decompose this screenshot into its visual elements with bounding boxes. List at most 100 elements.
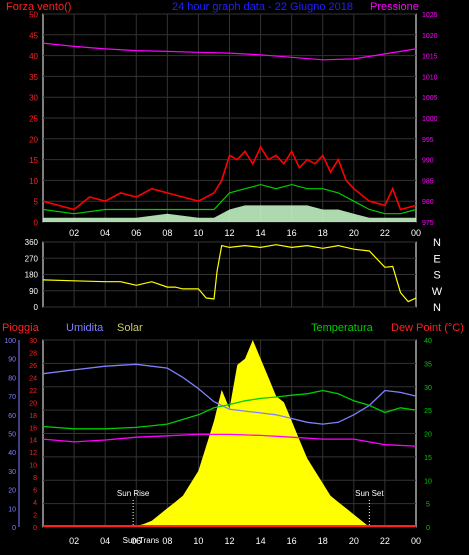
- temperature-tick-label: 30: [424, 385, 432, 392]
- x-tick-label: 00: [411, 228, 421, 238]
- x-tick-label: 14: [256, 228, 266, 238]
- x-tick-label: 06: [131, 536, 141, 546]
- sun-annotation: Sun Trans: [123, 536, 159, 545]
- rain-axis-title: Pioggia: [2, 322, 40, 334]
- rain-tick-label: 8: [33, 475, 37, 482]
- temperature-tick-label: 0: [426, 525, 430, 532]
- temperature-tick-label: 20: [424, 432, 432, 439]
- pressure-tick-label: 1015: [422, 54, 438, 61]
- gust-fill-area: [43, 205, 416, 222]
- humidity-tick-label: 10: [8, 506, 16, 513]
- x-tick-label: 20: [349, 228, 359, 238]
- x-tick-label: 16: [287, 536, 297, 546]
- series-line-forza-vento: [42, 145, 417, 211]
- compass-label: W: [432, 286, 443, 298]
- direction-tick-label: 0: [34, 303, 39, 312]
- humidity-tick-label: 0: [12, 525, 16, 532]
- series-line-pressione: [42, 42, 417, 61]
- pressure-tick-label: 985: [422, 178, 434, 185]
- humidity-line: [42, 363, 417, 425]
- x-tick-label: 00: [411, 536, 421, 546]
- wind-axis-title: Forza vento(): [6, 1, 71, 13]
- compass-label: E: [433, 253, 440, 265]
- wind-tick-label: 20: [29, 135, 38, 144]
- series-line-wind-1: [42, 183, 417, 215]
- rain-tick-label: 6: [33, 488, 37, 495]
- x-tick-label: 22: [380, 228, 390, 238]
- x-tick-label: 10: [193, 536, 203, 546]
- rain-tick-label: 4: [33, 500, 37, 507]
- compass-label: N: [433, 237, 441, 249]
- rain-tick-label: 14: [29, 438, 37, 445]
- humidity-tick-label: 70: [8, 394, 16, 401]
- pressure-tick-label: 995: [422, 137, 434, 144]
- pressure-tick-label: 1020: [422, 33, 438, 40]
- x-tick-label: 06: [131, 228, 141, 238]
- direction-tick-label: 180: [25, 271, 39, 280]
- humidity-tick-label: 50: [8, 432, 16, 439]
- temperature-tick-label: 25: [424, 408, 432, 415]
- x-tick-label: 12: [224, 536, 234, 546]
- x-tick-label: 18: [318, 536, 328, 546]
- solar-area: [133, 340, 370, 527]
- temperature-line: [42, 389, 417, 430]
- temperature-tick-label: 35: [424, 361, 432, 368]
- x-tick-label: 16: [287, 228, 297, 238]
- temperature-tick-label: 15: [424, 455, 432, 462]
- rain-tick-label: 16: [29, 425, 37, 432]
- humidity-tick-label: 60: [8, 413, 16, 420]
- pressure-tick-label: 990: [422, 158, 434, 165]
- pressure-tick-label: 1005: [422, 95, 438, 102]
- wind-tick-label: 50: [29, 11, 38, 20]
- pressure-axis-title: Pressione: [370, 1, 419, 13]
- x-tick-label: 02: [69, 536, 79, 546]
- x-tick-label: 12: [224, 228, 234, 238]
- x-tick-label: 04: [100, 536, 110, 546]
- rain-tick-label: 26: [29, 363, 37, 370]
- compass-label: S: [433, 270, 440, 282]
- temperature-tick-label: 40: [424, 338, 432, 345]
- humidity-tick-label: 80: [8, 375, 16, 382]
- sun-annotation: Sun Set: [355, 489, 384, 498]
- rain-tick-label: 20: [29, 400, 37, 407]
- wind-tick-label: 30: [29, 94, 38, 103]
- x-tick-label: 08: [162, 228, 172, 238]
- temperature-axis-title: Temperatura: [311, 322, 374, 334]
- wind-tick-label: 35: [29, 73, 38, 82]
- wind-tick-label: 45: [29, 31, 38, 40]
- rain-tick-label: 24: [29, 375, 37, 382]
- solar-axis-title: Solar: [117, 322, 143, 334]
- x-tick-label: 18: [318, 228, 328, 238]
- wind-tick-label: 0: [34, 219, 39, 228]
- humidity-axis-title: Umidita: [66, 322, 104, 334]
- humidity-tick-label: 30: [8, 469, 16, 476]
- rain-tick-label: 0: [33, 525, 37, 532]
- rain-tick-label: 30: [29, 338, 37, 345]
- rain-tick-label: 28: [29, 350, 37, 357]
- pressure-tick-label: 1000: [422, 116, 438, 123]
- x-tick-label: 08: [162, 536, 172, 546]
- temperature-tick-label: 5: [426, 502, 430, 509]
- x-tick-label: 20: [349, 536, 359, 546]
- sun-annotation: Sun Rise: [117, 489, 150, 498]
- humidity-tick-label: 20: [8, 488, 16, 495]
- dewpoint-line: [42, 433, 417, 447]
- x-tick-label: 14: [256, 536, 266, 546]
- wind-tick-label: 10: [29, 177, 38, 186]
- pressure-tick-label: 1025: [422, 12, 438, 19]
- direction-tick-label: 270: [25, 254, 39, 263]
- humidity-tick-label: 40: [8, 450, 16, 457]
- pressure-tick-label: 1010: [422, 74, 438, 81]
- humidity-tick-label: 100: [4, 338, 16, 345]
- temperature-tick-label: 10: [424, 478, 432, 485]
- rain-tick-label: 2: [33, 513, 37, 520]
- humidity-tick-label: 90: [8, 357, 16, 364]
- x-tick-label: 22: [380, 536, 390, 546]
- wind-tick-label: 40: [29, 52, 38, 61]
- direction-tick-label: 360: [25, 238, 39, 247]
- compass-label: N: [433, 302, 441, 314]
- rain-tick-label: 10: [29, 463, 37, 470]
- rain-tick-label: 12: [29, 450, 37, 457]
- chart-title: 24 hour graph data - 22 Giugno 2018: [172, 1, 353, 13]
